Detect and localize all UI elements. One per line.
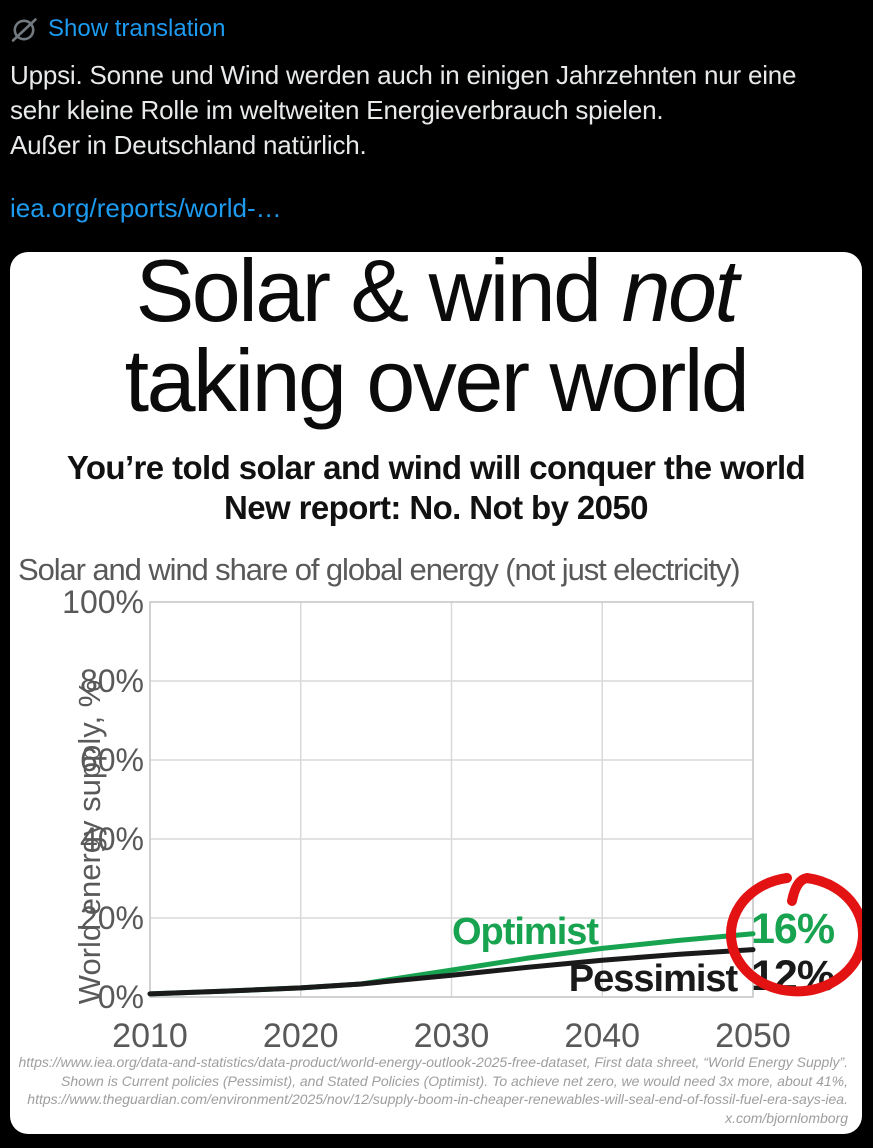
card-headline: Solar & wind not taking over world (10, 246, 862, 426)
tweet-text-line1: Uppsi. Sonne und Wind werden auch in ein… (10, 60, 797, 90)
y-tick-label: 0% (98, 979, 144, 1015)
series-label-pessimist: Pessimist (569, 958, 739, 1000)
y-tick-label: 60% (80, 742, 144, 778)
card-subtitle-line2: New report: No. Not by 2050 (224, 489, 648, 526)
card-headline-line1: Solar & wind not (135, 241, 739, 340)
y-tick-label: 40% (80, 821, 144, 857)
footnote-line3: https://www.theguardian.com/environment/… (27, 1091, 848, 1107)
card-subtitle: You’re told solar and wind will conquer … (10, 448, 862, 528)
x-tick-label: 2030 (414, 1017, 490, 1055)
end-value-optimist: 16% (751, 905, 835, 953)
series-label-optimist: Optimist (452, 911, 599, 953)
red-circle-annotation (726, 872, 862, 997)
show-translation-label: Show translation (48, 15, 226, 42)
tweet-media-card[interactable]: Solar & wind not taking over world You’r… (10, 246, 862, 1134)
tweet-text-line3: Außer in Deutschland natürlich. (10, 130, 367, 160)
card-headline-line2: taking over world (124, 331, 750, 430)
y-tick-label: 100% (62, 584, 144, 620)
footnote-line2: Shown is Current policies (Pessimist), a… (61, 1072, 848, 1089)
y-axis-title: World energy supply, % (72, 680, 107, 1005)
tweet-article-link[interactable]: iea.org/reports/world-… (10, 193, 282, 223)
chart-title: Solar and wind share of global energy (n… (18, 552, 741, 587)
footnote-line4: x.com/bjornlomborg (725, 1109, 848, 1126)
y-tick-label: 80% (80, 663, 144, 699)
card-subtitle-line1: You’re told solar and wind will conquer … (66, 449, 806, 486)
energy-chart: 2010 2020 2030 2040 2050 0% 20% 40% 60% 80% 100% Wo… (62, 584, 862, 1055)
source-footnote: https://www.iea.org/data-and-statistics/… (19, 1053, 849, 1127)
x-tick-label: 2010 (112, 1017, 188, 1055)
tweet-text-line2: sehr kleine Rolle im weltweiten Energiev… (10, 95, 664, 125)
y-tick-label: 20% (80, 900, 144, 936)
plot-border (149, 601, 754, 998)
x-tick-label: 2040 (564, 1017, 640, 1055)
show-translation-button[interactable]: Show translation (10, 14, 225, 44)
tweet-text: Uppsi. Sonne und Wind werden auch in ein… (10, 58, 860, 163)
x-tick-label: 2020 (263, 1017, 339, 1055)
x-tick-label: 2050 (715, 1017, 791, 1055)
grok-translate-icon (10, 15, 38, 43)
series-line-pessimist (147, 947, 756, 997)
footnote-line1: https://www.iea.org/data-and-statistics/… (18, 1054, 849, 1070)
